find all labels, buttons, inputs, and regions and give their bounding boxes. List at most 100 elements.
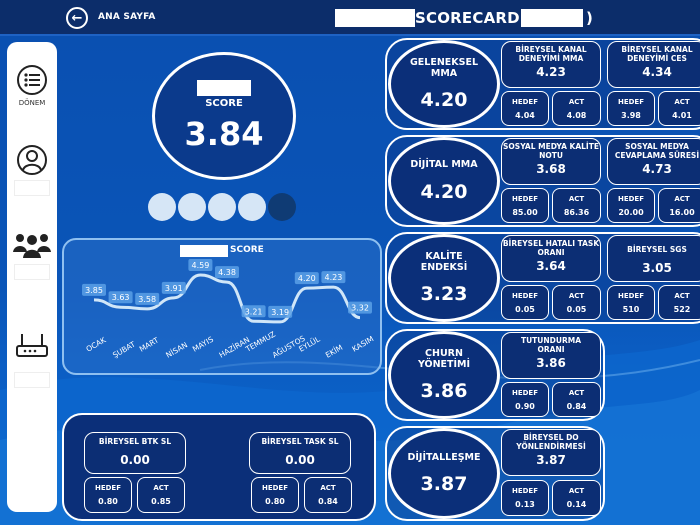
- data-label: 3.19: [268, 305, 293, 318]
- kpi-card[interactable]: BİREYSEL SGS 3.05: [607, 235, 700, 282]
- sidebar-item-label: DÖNEM: [18, 99, 46, 107]
- data-label: 4.59: [188, 259, 213, 272]
- kpi-card[interactable]: BİREYSEL KANAL DENEYİMİ CES 4.34: [607, 41, 700, 88]
- data-label: 3.32: [348, 301, 372, 314]
- progress-dot: [268, 193, 296, 221]
- data-label: 3.21: [241, 305, 266, 318]
- kpi-hedef: HEDEF 3.98: [607, 91, 655, 126]
- kpi-card[interactable]: BİREYSEL DO YÖNLENDİRMESİ 3.87: [501, 429, 601, 476]
- kpi-value: 0.00: [285, 452, 315, 467]
- sidebar-item-device[interactable]: [7, 332, 57, 388]
- score-line-chart: 3.85 OCAK 3.63 ŞUBAT 3.58 MART 3.91 NİSAN 4.59 MA…: [82, 259, 376, 360]
- page-title-close: ): [586, 9, 593, 27]
- data-label: 3.91: [161, 281, 186, 294]
- kpi-act: ACT 522: [658, 285, 700, 320]
- overall-score-circle: SCORE 3.84: [152, 52, 296, 180]
- svg-text:4.38: 4.38: [218, 268, 236, 277]
- data-label: 4.23: [321, 271, 346, 284]
- group-score-circle[interactable]: GELENEKSEL MMA 4.20: [388, 40, 500, 128]
- svg-text:4.59: 4.59: [191, 261, 209, 270]
- router-icon: [16, 334, 48, 357]
- kpi-card-task-sl[interactable]: BİREYSEL TASK SL 0.00: [249, 432, 351, 474]
- score-value: 3.84: [184, 114, 264, 153]
- kpi-act: ACT 0.05: [552, 285, 601, 320]
- back-arrow-icon[interactable]: ←: [66, 7, 88, 29]
- title-redaction: [335, 9, 415, 27]
- top-bar: ← ANA SAYFA SCORECARD ( ): [0, 0, 700, 36]
- progress-dot: [148, 193, 176, 221]
- x-tick-label: NİSAN: [164, 340, 189, 360]
- score-chart-panel: SCORE 3.85 OCAK 3.63 ŞUBAT 3.58 MART 3.91 NİSAN…: [62, 238, 382, 375]
- data-label: 4.38: [215, 266, 239, 279]
- sidebar-item-team[interactable]: [7, 230, 57, 280]
- score-redaction: [197, 79, 251, 96]
- kpi-act: ACT 0.84: [552, 382, 601, 417]
- progress-dot: [178, 193, 206, 221]
- list-icon: [17, 65, 47, 95]
- data-label: 3.63: [108, 291, 133, 304]
- kpi-hedef: HEDEF 0.80: [84, 477, 132, 513]
- svg-text:3.32: 3.32: [351, 304, 369, 313]
- svg-text:3.91: 3.91: [165, 284, 183, 293]
- bottom-kpi-panel: BİREYSEL BTK SL 0.00 HEDEF 0.80 ACT 0.85…: [62, 413, 376, 521]
- x-tick-label: KASIM: [351, 334, 376, 353]
- kpi-hedef: HEDEF 0.80: [251, 477, 299, 513]
- group-score-circle[interactable]: KALİTE ENDEKSİ 3.23: [388, 234, 500, 322]
- svg-text:4.20: 4.20: [298, 274, 316, 283]
- x-tick-label: EKİM: [324, 343, 344, 360]
- x-tick-label: MAYIS: [191, 335, 215, 354]
- x-tick-label: OCAK: [85, 335, 109, 354]
- kpi-title: BİREYSEL BTK SL: [98, 437, 172, 446]
- redacted-label: [14, 180, 50, 196]
- kpi-card[interactable]: BİREYSEL KANAL DENEYİMİ MMA 4.23: [501, 41, 601, 88]
- kpi-card[interactable]: TUTUNDURMA ORANI 3.86: [501, 332, 601, 379]
- title-redaction: [521, 9, 583, 27]
- kpi-hedef: HEDEF 85.00: [501, 188, 549, 223]
- kpi-hedef: HEDEF 0.90: [501, 382, 549, 417]
- score-series-line: [93, 273, 361, 324]
- data-label: 3.85: [82, 283, 106, 296]
- data-label: 3.58: [135, 292, 160, 305]
- x-tick-label: ŞUBAT: [111, 339, 137, 359]
- progress-dot: [208, 193, 236, 221]
- page-title: SCORECARD (: [415, 9, 533, 27]
- svg-text:3.85: 3.85: [85, 286, 103, 295]
- svg-text:3.19: 3.19: [271, 308, 289, 317]
- kpi-act: ACT 4.01: [658, 91, 700, 126]
- kpi-card-btk-sl[interactable]: BİREYSEL BTK SL 0.00: [84, 432, 186, 474]
- svg-text:3.58: 3.58: [138, 295, 156, 304]
- score-label: SCORE: [205, 97, 243, 109]
- kpi-hedef: HEDEF 510: [607, 285, 655, 320]
- kpi-hedef: HEDEF 0.05: [501, 285, 549, 320]
- kpi-card[interactable]: SOSYAL MEDYA CEVAPLAMA SÜRESİ 4.73: [607, 138, 700, 185]
- sidebar-item-period[interactable]: DÖNEM: [7, 64, 57, 107]
- kpi-hedef: HEDEF 4.04: [501, 91, 549, 126]
- redacted-label: [14, 264, 50, 280]
- svg-text:3.21: 3.21: [245, 307, 263, 316]
- team-icon: [13, 234, 51, 258]
- kpi-hedef: HEDEF 20.00: [607, 188, 655, 223]
- group-score-circle[interactable]: DİJİTAL MMA 4.20: [388, 137, 500, 225]
- sidebar: DÖNEM: [7, 42, 57, 512]
- kpi-value: 0.00: [120, 452, 150, 467]
- user-icon: [17, 145, 47, 175]
- data-label: 4.20: [294, 272, 319, 285]
- kpi-card[interactable]: BİREYSEL HATALI TASK ORANI 3.64: [501, 235, 601, 282]
- kpi-act: ACT 86.36: [552, 188, 601, 223]
- group-score-circle[interactable]: CHURN YÖNETİMİ 3.86: [388, 331, 500, 419]
- x-tick-label: MART: [138, 335, 161, 353]
- home-link[interactable]: ANA SAYFA: [98, 12, 156, 22]
- group-score-circle[interactable]: DİJİTALLEŞME 3.87: [388, 428, 500, 519]
- progress-dot: [238, 193, 266, 221]
- kpi-card[interactable]: SOSYAL MEDYA KALİTE NOTU 3.68: [501, 138, 601, 185]
- kpi-act: ACT 0.85: [137, 477, 185, 513]
- kpi-act: ACT 16.00: [658, 188, 700, 223]
- redacted-label: [14, 372, 50, 388]
- chart-title-redaction: [180, 245, 228, 257]
- kpi-title: BİREYSEL TASK SL: [261, 437, 339, 446]
- sidebar-item-user[interactable]: [7, 144, 57, 196]
- svg-text:4.23: 4.23: [324, 273, 342, 282]
- svg-text:3.63: 3.63: [112, 293, 130, 302]
- kpi-act: ACT 0.84: [304, 477, 352, 513]
- kpi-hedef: HEDEF 0.13: [501, 480, 549, 516]
